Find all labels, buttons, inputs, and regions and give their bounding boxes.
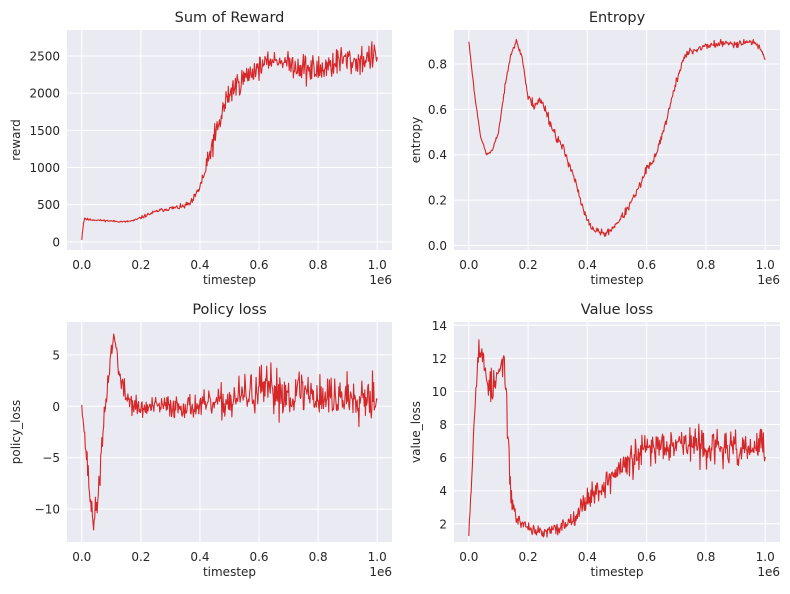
chart-title: Policy loss <box>192 302 266 318</box>
y-axis-label: entropy <box>409 117 423 163</box>
x-tick-label: 0.6 <box>249 258 268 272</box>
chart-title: Entropy <box>589 10 646 26</box>
y-axis-label: value_loss <box>409 401 423 463</box>
x-tick-label: 1.0 <box>756 258 775 272</box>
y-tick-label: 1500 <box>29 124 60 138</box>
x-tick-label: 0.4 <box>578 550 597 564</box>
y-tick-label: 5 <box>52 348 60 362</box>
x-tick-label: 0.2 <box>131 550 150 564</box>
series-line-reward <box>81 41 378 240</box>
series-line-entropy <box>468 38 766 237</box>
x-axis-label: timestep <box>203 565 256 579</box>
y-tick-label: 8 <box>439 418 447 432</box>
x-tick-label: 0.4 <box>190 550 209 564</box>
x-tick-label: 0.8 <box>309 258 328 272</box>
x-tick-label: 0.4 <box>578 258 597 272</box>
x-offset-label: 1e6 <box>757 273 780 287</box>
subplot-entropy: 0.0 0.2 0.4 0.6 0.8 1.0 0.0 0.2 0.4 0.6 0.8 1e6 time… <box>409 10 780 287</box>
subplot-reward: 0.0 0.2 0.4 0.6 0.8 1.0 0 500 1000 1500 2000 2500 1e… <box>9 10 392 287</box>
y-tick-label: 500 <box>37 198 60 212</box>
x-tick-label: 0.4 <box>190 258 209 272</box>
x-tick-label: 0.8 <box>696 550 715 564</box>
y-tick-label: −10 <box>35 503 60 517</box>
x-axis-label: timestep <box>203 273 256 287</box>
subplot-value-loss: 0.0 0.2 0.4 0.6 0.8 1.0 2 4 6 8 10 12 14 1e6 timestep v… <box>409 302 780 579</box>
x-tick-label: 0.6 <box>637 550 656 564</box>
y-tick-label: 0.6 <box>428 103 447 117</box>
y-tick-label: 2500 <box>29 50 60 64</box>
y-tick-label: 0.0 <box>428 239 447 253</box>
y-tick-label: 0.4 <box>428 148 447 162</box>
chart-title: Value loss <box>581 302 653 318</box>
y-tick-label: 10 <box>432 385 447 399</box>
x-axis-label: timestep <box>590 565 643 579</box>
y-tick-label: 0.8 <box>428 58 447 72</box>
x-tick-label: 0.6 <box>637 258 656 272</box>
y-tick-label: 2000 <box>29 87 60 101</box>
x-tick-label: 0.0 <box>459 258 478 272</box>
x-tick-label: 1.0 <box>756 550 775 564</box>
y-axis-label: reward <box>9 119 23 161</box>
x-tick-label: 0.2 <box>519 550 538 564</box>
y-tick-label: 4 <box>439 484 447 498</box>
y-tick-label: 12 <box>432 352 447 366</box>
subplot-policy-loss: 0.0 0.2 0.4 0.6 0.8 1.0 −10 −5 0 5 1e6 timestep poli… <box>9 302 392 579</box>
series-line-value-loss <box>468 339 766 538</box>
y-tick-label: −5 <box>42 451 60 465</box>
x-tick-label: 0.8 <box>309 550 328 564</box>
y-tick-label: 2 <box>439 517 447 531</box>
plot-area-policy-loss <box>67 322 392 542</box>
y-tick-label: 14 <box>432 319 447 333</box>
plot-area-entropy <box>454 30 780 250</box>
x-tick-label: 0.2 <box>519 258 538 272</box>
plot-area-reward <box>67 30 392 250</box>
series-line-policy-loss <box>81 333 378 531</box>
x-tick-label: 0.0 <box>72 258 91 272</box>
y-tick-label: 0.2 <box>428 194 447 208</box>
y-tick-label: 0 <box>52 400 60 414</box>
x-tick-label: 1.0 <box>368 258 387 272</box>
x-offset-label: 1e6 <box>757 565 780 579</box>
x-tick-label: 1.0 <box>368 550 387 564</box>
x-tick-label: 0.0 <box>459 550 478 564</box>
x-tick-label: 0.2 <box>131 258 150 272</box>
x-axis-label: timestep <box>590 273 643 287</box>
x-tick-label: 0.8 <box>696 258 715 272</box>
y-tick-label: 6 <box>439 451 447 465</box>
x-tick-label: 0.0 <box>72 550 91 564</box>
x-offset-label: 1e6 <box>369 273 392 287</box>
y-tick-label: 0 <box>52 235 60 249</box>
y-axis-label: policy_loss <box>9 400 23 465</box>
chart-title: Sum of Reward <box>175 10 285 26</box>
x-offset-label: 1e6 <box>369 565 392 579</box>
y-tick-label: 1000 <box>29 161 60 175</box>
x-tick-label: 0.6 <box>249 550 268 564</box>
